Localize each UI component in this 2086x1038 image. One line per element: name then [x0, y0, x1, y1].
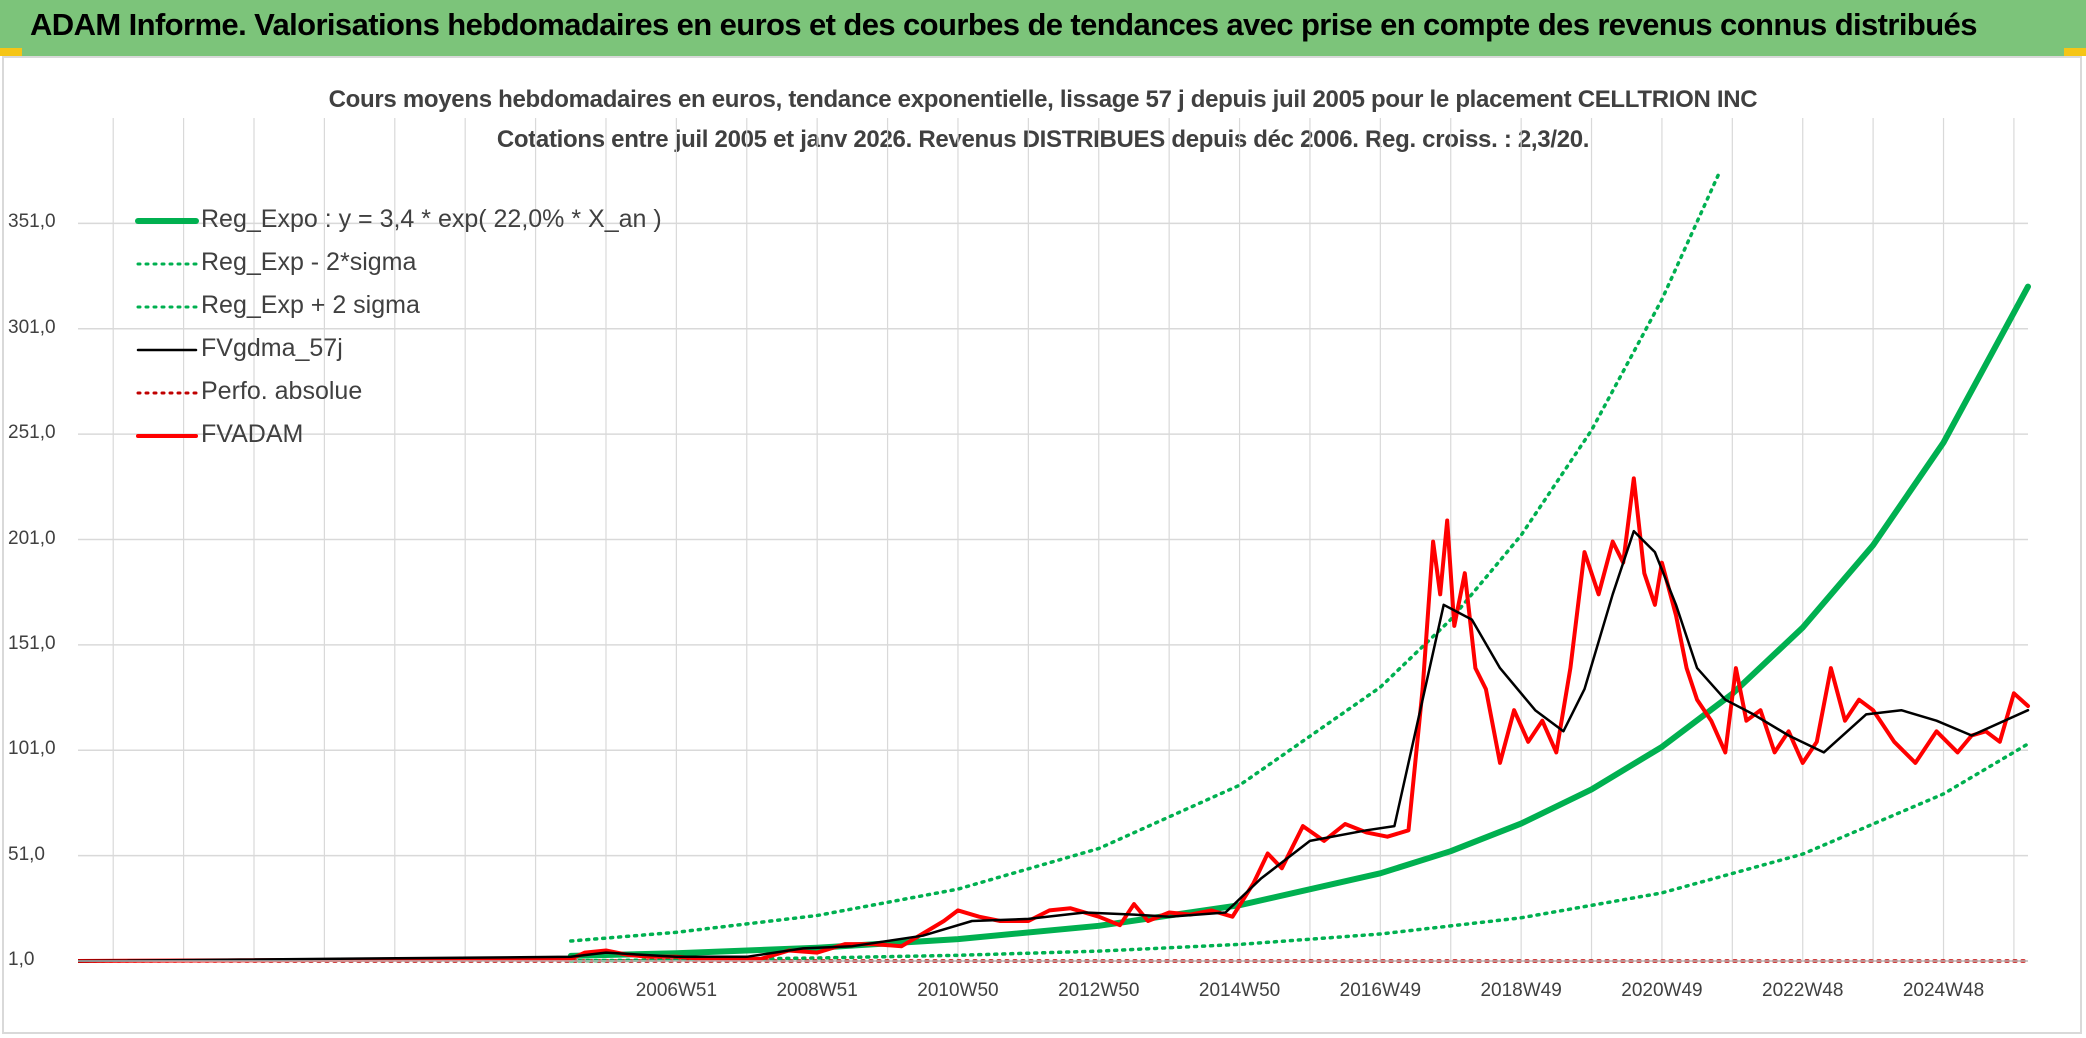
legend-label: FVgdma_57j [201, 334, 343, 362]
x-tick-label: 2012W50 [1058, 980, 1140, 1001]
x-tick-label: 2010W50 [917, 980, 999, 1001]
legend-label: Reg_Exp - 2*sigma [201, 248, 417, 276]
y-tick-label: 301,0 [8, 316, 56, 338]
corner-mark-left [0, 48, 22, 56]
y-tick-label: 351,0 [8, 211, 56, 233]
y-tick-label: 201,0 [8, 527, 56, 549]
y-tick-label: 151,0 [8, 632, 56, 654]
y-tick-label: 251,0 [8, 422, 56, 444]
series-line-2 [569, 173, 1721, 943]
x-tick-label: 2014W50 [1198, 980, 1281, 1001]
horizontal-gridlines [78, 222, 2028, 962]
x-tick-label: 2018W49 [1480, 980, 1562, 1001]
series-line-3 [78, 529, 2030, 963]
corner-mark-right [2064, 48, 2086, 56]
y-tick-label: 101,0 [8, 738, 56, 760]
series-line-1 [569, 742, 2030, 963]
y-tick-label: 51,0 [8, 843, 45, 865]
x-tick-label: 2006W51 [635, 980, 718, 1001]
legend-label: Reg_Exp + 2 sigma [201, 291, 420, 319]
chart-subtitle: Cotations entre juil 2005 et janv 2026. … [496, 126, 1590, 153]
header-banner: ADAM Informe. Valorisations hebdomadaire… [0, 0, 2086, 56]
legend-swatches [135, 218, 199, 438]
legend-label: FVADAM [201, 420, 304, 448]
y-tick-label: 1,0 [8, 949, 35, 970]
x-tick-label: 2016W49 [1339, 980, 1422, 1001]
chart-title: Cours moyens hebdomadaires en euros, ten… [328, 86, 1758, 113]
x-tick-label: 2024W48 [1902, 980, 1985, 1001]
x-tick-label: 2022W48 [1762, 980, 1844, 1001]
page-title: ADAM Informe. Valorisations hebdomadaire… [30, 7, 1977, 42]
chart-frame [2, 56, 2082, 1034]
x-tick-label: 2008W51 [776, 980, 858, 1001]
legend-label: Perfo. absolue [201, 377, 363, 405]
series-line-5 [78, 476, 2030, 963]
x-tick-label: 2020W49 [1621, 980, 1703, 1001]
legend-label: Reg_Expo : y = 3,4 * exp( 22,0% * X_an ) [201, 205, 662, 233]
